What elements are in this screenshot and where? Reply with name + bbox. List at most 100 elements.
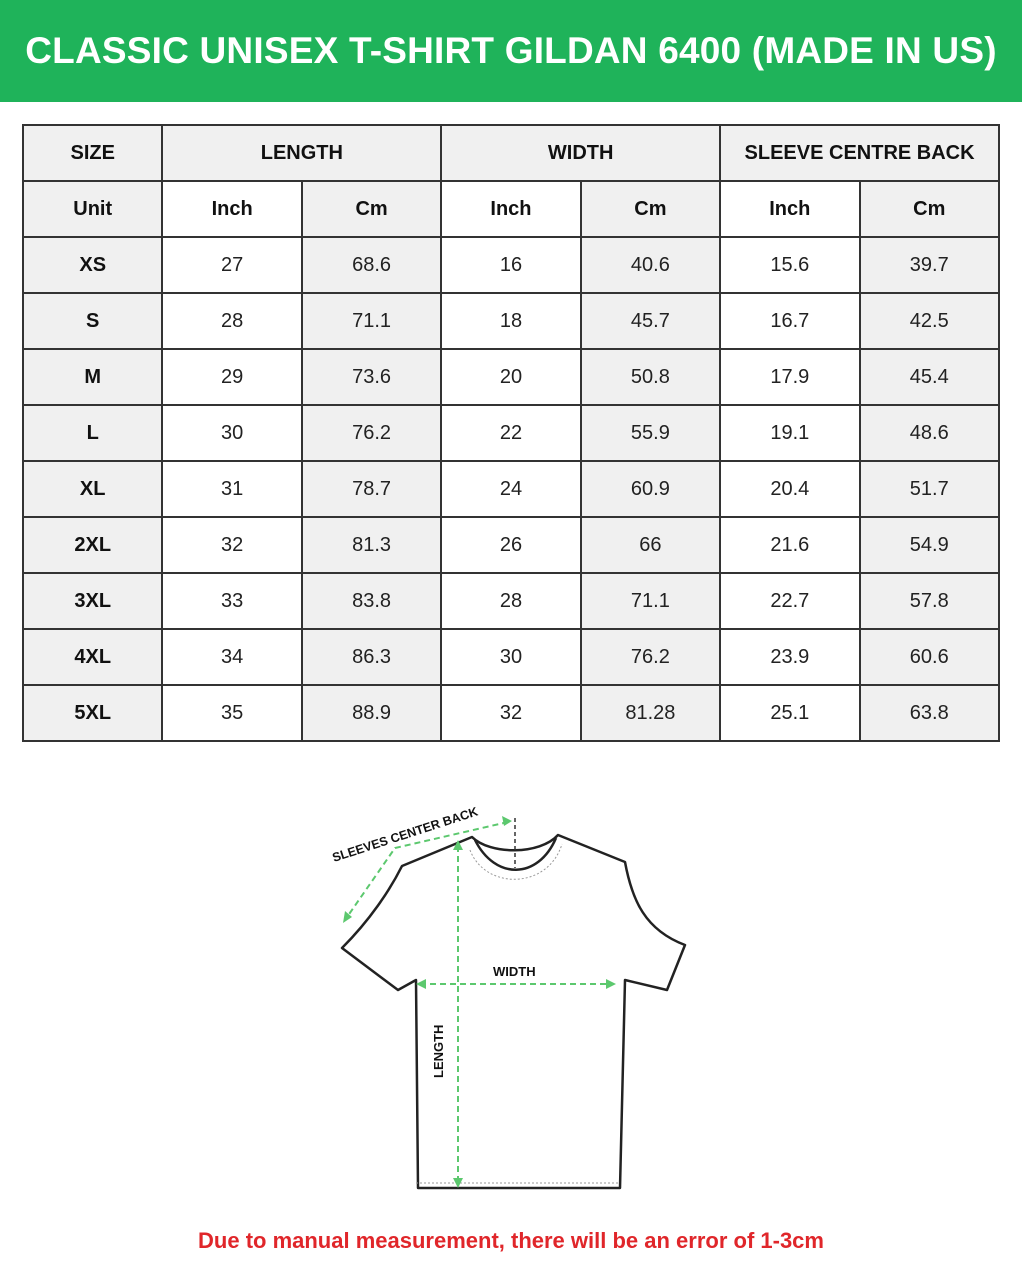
unit-cell: Inch <box>440 180 582 238</box>
unit-cell: Inch <box>719 180 861 238</box>
value-cell: 83.8 <box>300 572 443 630</box>
value-cell: 32 <box>161 516 303 574</box>
value-cell: 57.8 <box>858 572 1001 630</box>
value-cell: 54.9 <box>858 516 1001 574</box>
table-row: M 29 73.6 20 50.8 17.9 45.4 <box>21 348 1001 406</box>
value-cell: 50.8 <box>579 348 722 406</box>
value-cell: 55.9 <box>579 404 722 462</box>
table-row: XS 27 68.6 16 40.6 15.6 39.7 <box>21 236 1001 294</box>
table-row: 4XL 34 86.3 30 76.2 23.9 60.6 <box>21 628 1001 686</box>
value-cell: 34 <box>161 628 303 686</box>
value-cell: 30 <box>161 404 303 462</box>
size-cell: S <box>21 292 164 350</box>
value-cell: 17.9 <box>719 348 861 406</box>
table-row: XL 31 78.7 24 60.9 20.4 51.7 <box>21 460 1001 518</box>
value-cell: 33 <box>161 572 303 630</box>
arrow-icon <box>502 816 512 826</box>
table-row: L 30 76.2 22 55.9 19.1 48.6 <box>21 404 1001 462</box>
value-cell: 30 <box>440 628 582 686</box>
value-cell: 22.7 <box>719 572 861 630</box>
table-row: 5XL 35 88.9 32 81.28 25.1 63.8 <box>21 684 1001 742</box>
value-cell: 71.1 <box>300 292 443 350</box>
value-cell: 68.6 <box>300 236 443 294</box>
value-cell: 81.3 <box>300 516 443 574</box>
value-cell: 20.4 <box>719 460 861 518</box>
size-chart-table: SIZE LENGTH WIDTH SLEEVE CENTRE BACK Uni… <box>21 124 1001 742</box>
arrow-icon <box>453 840 463 850</box>
value-cell: 31 <box>161 460 303 518</box>
value-cell: 16.7 <box>719 292 861 350</box>
value-cell: 23.9 <box>719 628 861 686</box>
value-cell: 16 <box>440 236 582 294</box>
tshirt-diagram: SLEEVES CENTER BACK WIDTH LENGTH <box>331 805 687 1190</box>
arrow-icon <box>606 979 616 989</box>
measure-arrows <box>343 816 616 1188</box>
value-cell: 60.6 <box>858 628 1001 686</box>
value-cell: 18 <box>440 292 582 350</box>
unit-cell: Cm <box>579 180 722 238</box>
value-cell: 29 <box>161 348 303 406</box>
value-cell: 32 <box>440 684 582 742</box>
size-cell: 2XL <box>21 516 164 574</box>
table-row: S 28 71.1 18 45.7 16.7 42.5 <box>21 292 1001 350</box>
value-cell: 51.7 <box>858 460 1001 518</box>
arrow-icon <box>343 911 352 923</box>
value-cell: 76.2 <box>579 628 722 686</box>
size-cell: XL <box>21 460 164 518</box>
collar-stitching <box>469 843 563 880</box>
value-cell: 78.7 <box>300 460 443 518</box>
value-cell: 25.1 <box>719 684 861 742</box>
size-cell: M <box>21 348 164 406</box>
title-banner: CLASSIC UNISEX T-SHIRT GILDAN 6400 (MADE… <box>0 0 1022 102</box>
size-cell: 5XL <box>21 684 164 742</box>
value-cell: 45.7 <box>579 292 722 350</box>
header-row: SIZE LENGTH WIDTH SLEEVE CENTRE BACK <box>21 124 1000 182</box>
size-cell: 4XL <box>21 628 164 686</box>
value-cell: 22 <box>440 404 582 462</box>
value-cell: 66 <box>579 516 722 574</box>
value-cell: 21.6 <box>719 516 861 574</box>
value-cell: 81.28 <box>579 684 722 742</box>
header-length: LENGTH <box>161 124 443 182</box>
value-cell: 39.7 <box>858 236 1001 294</box>
size-cell: XS <box>21 236 164 294</box>
value-cell: 27 <box>161 236 303 294</box>
value-cell: 42.5 <box>858 292 1001 350</box>
value-cell: 71.1 <box>579 572 722 630</box>
table-row: 2XL 32 81.3 26 66 21.6 54.9 <box>21 516 1001 574</box>
size-cell: 3XL <box>21 572 164 630</box>
unit-cell: Inch <box>161 180 303 238</box>
tshirt-outline <box>340 833 687 1190</box>
measure-lines <box>344 821 612 1182</box>
value-cell: 19.1 <box>719 404 861 462</box>
value-cell: 63.8 <box>858 684 1001 742</box>
value-cell: 73.6 <box>300 348 443 406</box>
arrow-icon <box>416 979 426 989</box>
value-cell: 60.9 <box>579 460 722 518</box>
table-row: 3XL 33 83.8 28 71.1 22.7 57.8 <box>21 572 1001 630</box>
value-cell: 24 <box>440 460 582 518</box>
unit-cell: Unit <box>21 180 164 238</box>
value-cell: 48.6 <box>858 404 1001 462</box>
value-cell: 28 <box>161 292 303 350</box>
unit-cell: Cm <box>858 180 1001 238</box>
value-cell: 45.4 <box>858 348 1001 406</box>
header-size: SIZE <box>21 124 164 182</box>
value-cell: 76.2 <box>300 404 443 462</box>
length-label: LENGTH <box>431 1025 446 1078</box>
value-cell: 86.3 <box>300 628 443 686</box>
measurement-note: Due to manual measurement, there will be… <box>198 1228 824 1253</box>
value-cell: 15.6 <box>719 236 861 294</box>
unit-row: Unit Inch Cm Inch Cm Inch Cm <box>21 180 1001 238</box>
value-cell: 28 <box>440 572 582 630</box>
page-title: CLASSIC UNISEX T-SHIRT GILDAN 6400 (MADE… <box>25 30 997 71</box>
arrow-icon <box>453 1178 463 1188</box>
header-sleeve: SLEEVE CENTRE BACK <box>719 124 1000 182</box>
header-width: WIDTH <box>440 124 722 182</box>
value-cell: 40.6 <box>579 236 722 294</box>
width-label: WIDTH <box>493 964 536 979</box>
sleeve-measure-line <box>344 821 509 921</box>
unit-cell: Cm <box>300 180 443 238</box>
value-cell: 20 <box>440 348 582 406</box>
value-cell: 88.9 <box>300 684 443 742</box>
